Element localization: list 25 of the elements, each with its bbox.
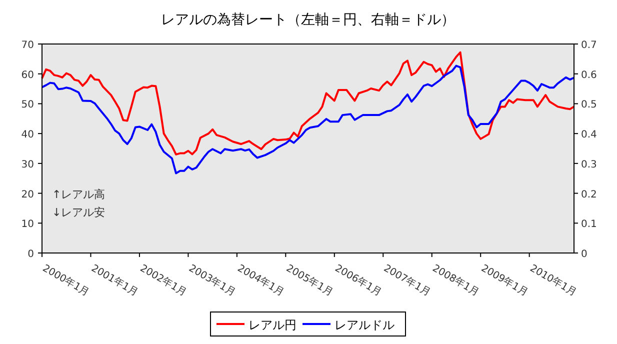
y-tick-label: 20 <box>21 189 34 200</box>
line-series <box>41 64 575 174</box>
y-tick-label: 40 <box>21 130 34 141</box>
y-tick-label: 70 <box>21 40 34 51</box>
y-tick-label: 0 <box>28 249 34 260</box>
x-tick-label: 2009年1月 <box>479 262 530 299</box>
line-series <box>41 51 575 156</box>
y-tick-label: 30 <box>21 159 34 170</box>
y2-tick-label: 0.1 <box>581 219 597 230</box>
y2-tick-label: 0.5 <box>581 100 597 111</box>
y2-tick-label: 0 <box>581 249 588 260</box>
y-tick-label: 50 <box>21 100 34 111</box>
y2-tick-label: 0.7 <box>581 40 597 51</box>
y2-tick-label: 0.2 <box>581 189 597 200</box>
chart-title: レアルの為替レート（左軸＝円、右軸＝ドル） <box>161 12 455 28</box>
y2-tick-label: 0.3 <box>581 159 597 170</box>
y2-tick-label: 0.4 <box>581 130 597 141</box>
legend-label: レアルドル <box>334 318 394 332</box>
y2-tick-label: 0.6 <box>581 70 597 81</box>
annotation: ↓レアル安 <box>52 206 106 219</box>
y-tick-label: 60 <box>21 70 34 81</box>
x-tick-label: 2007年1月 <box>382 262 432 299</box>
annotation: ↑レアル高 <box>52 188 106 201</box>
legend-label: レアル円 <box>248 318 296 332</box>
y-tick-label: 10 <box>21 219 34 230</box>
